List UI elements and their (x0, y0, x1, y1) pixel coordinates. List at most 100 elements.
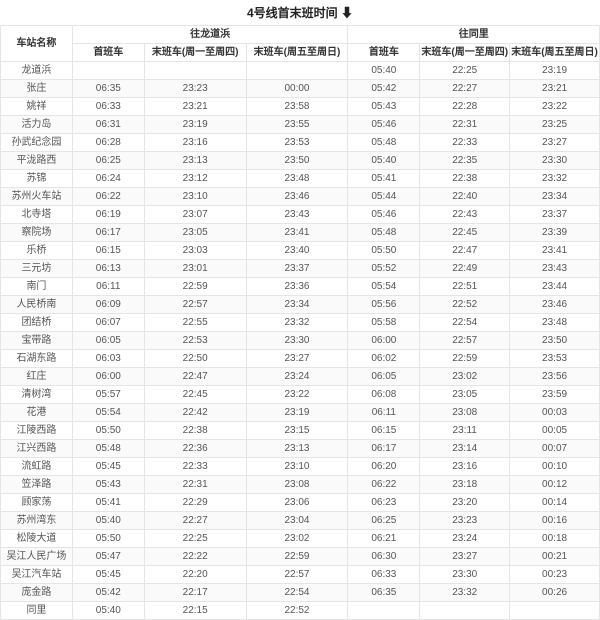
a-lastwk: 22:38 (144, 422, 246, 440)
a-lastwe: 23:46 (246, 188, 348, 206)
b-lastwe: 00:16 (510, 512, 600, 530)
b-lastwe: 00:26 (510, 584, 600, 602)
b-first: 06:25 (348, 512, 420, 530)
table-row: 张庄06:3523:2300:0005:4222:2723:21 (1, 80, 600, 98)
b-first: 05:54 (348, 278, 420, 296)
b-first: 05:48 (348, 224, 420, 242)
b-lastwk: 23:23 (420, 512, 510, 530)
a-lastwe: 23:36 (246, 278, 348, 296)
download-icon[interactable]: ⬇ (341, 6, 353, 20)
a-lastwk: 22:53 (144, 332, 246, 350)
a-lastwk: 22:33 (144, 458, 246, 476)
a-lastwe: 23:19 (246, 404, 348, 422)
a-lastwe: 23:10 (246, 458, 348, 476)
a-first: 05:43 (72, 476, 144, 494)
b-first: 05:40 (348, 62, 420, 80)
a-first: 05:54 (72, 404, 144, 422)
table-row: 吴江人民广场05:4722:2222:5906:3023:2700:21 (1, 548, 600, 566)
a-lastwe: 23:13 (246, 440, 348, 458)
b-lastwe: 23:21 (510, 80, 600, 98)
a-lastwe: 23:55 (246, 116, 348, 134)
station-name: 平泷路西 (1, 152, 73, 170)
a-lastwe: 23:43 (246, 206, 348, 224)
b-lastwe: 23:19 (510, 62, 600, 80)
a-lastwk: 23:19 (144, 116, 246, 134)
b-first: 05:43 (348, 98, 420, 116)
a-lastwk: 22:36 (144, 440, 246, 458)
station-name: 庞金路 (1, 584, 73, 602)
station-name: 江兴西路 (1, 440, 73, 458)
b-lastwk: 23:02 (420, 368, 510, 386)
a-first: 06:03 (72, 350, 144, 368)
b-first: 06:08 (348, 386, 420, 404)
a-lastwe: 23:50 (246, 152, 348, 170)
b-lastwe: 23:56 (510, 368, 600, 386)
a-lastwe: 23:06 (246, 494, 348, 512)
station-name: 苏锦 (1, 170, 73, 188)
a-lastwe: 23:32 (246, 314, 348, 332)
station-name: 孙武纪念园 (1, 134, 73, 152)
a-lastwk: 23:23 (144, 80, 246, 98)
table-row: 活力岛06:3123:1923:5505:4622:3123:25 (1, 116, 600, 134)
a-first: 06:00 (72, 368, 144, 386)
a-lastwe: 23:24 (246, 368, 348, 386)
a-first: 06:19 (72, 206, 144, 224)
a-lastwk (144, 62, 246, 80)
b-first: 05:50 (348, 242, 420, 260)
a-lastwk: 23:21 (144, 98, 246, 116)
b-lastwk: 22:33 (420, 134, 510, 152)
a-lastwk: 23:13 (144, 152, 246, 170)
a-first (72, 62, 144, 80)
b-lastwe: 00:05 (510, 422, 600, 440)
station-name: 姚祥 (1, 98, 73, 116)
b-first: 05:44 (348, 188, 420, 206)
table-row: 松陵大道05:5022:2523:0206:2123:2400:18 (1, 530, 600, 548)
table-row: 吴江汽车站05:4522:2022:5706:3323:3000:23 (1, 566, 600, 584)
table-row: 三元坊06:1323:0123:3705:5222:4923:43 (1, 260, 600, 278)
a-first: 05:48 (72, 440, 144, 458)
a-lastwk: 22:17 (144, 584, 246, 602)
station-name: 同里 (1, 602, 73, 620)
station-name: 吴江汽车站 (1, 566, 73, 584)
a-first: 05:57 (72, 386, 144, 404)
b-first: 05:42 (348, 80, 420, 98)
station-name: 清树湾 (1, 386, 73, 404)
b-lastwk: 23:32 (420, 584, 510, 602)
col-b-first: 首班车 (348, 44, 420, 62)
a-lastwk: 22:27 (144, 512, 246, 530)
b-lastwe: 23:27 (510, 134, 600, 152)
a-first: 05:45 (72, 566, 144, 584)
b-lastwk: 23:16 (420, 458, 510, 476)
b-lastwe: 00:18 (510, 530, 600, 548)
b-first: 05:40 (348, 152, 420, 170)
b-lastwk: 23:20 (420, 494, 510, 512)
a-first: 06:15 (72, 242, 144, 260)
station-name: 石湖东路 (1, 350, 73, 368)
a-lastwe: 23:02 (246, 530, 348, 548)
a-first: 05:41 (72, 494, 144, 512)
a-lastwk: 23:16 (144, 134, 246, 152)
a-lastwe: 23:48 (246, 170, 348, 188)
a-first: 06:35 (72, 80, 144, 98)
b-lastwk: 23:18 (420, 476, 510, 494)
table-row: 花港05:5422:4223:1906:1123:0800:03 (1, 404, 600, 422)
a-lastwe (246, 62, 348, 80)
a-lastwe: 23:27 (246, 350, 348, 368)
a-first: 05:45 (72, 458, 144, 476)
table-row: 龙道浜05:4022:2523:19 (1, 62, 600, 80)
b-lastwe: 00:07 (510, 440, 600, 458)
b-first: 05:46 (348, 206, 420, 224)
station-name: 团结桥 (1, 314, 73, 332)
station-name: 察院场 (1, 224, 73, 242)
a-lastwe: 23:15 (246, 422, 348, 440)
b-lastwk: 22:28 (420, 98, 510, 116)
b-lastwe: 23:32 (510, 170, 600, 188)
table-row: 流虹路05:4522:3323:1006:2023:1600:10 (1, 458, 600, 476)
b-lastwe: 23:50 (510, 332, 600, 350)
table-row: 江兴西路05:4822:3623:1306:1723:1400:07 (1, 440, 600, 458)
b-lastwk: 23:30 (420, 566, 510, 584)
a-lastwk: 22:59 (144, 278, 246, 296)
b-lastwe: 23:48 (510, 314, 600, 332)
a-lastwk: 22:31 (144, 476, 246, 494)
b-lastwe: 23:59 (510, 386, 600, 404)
